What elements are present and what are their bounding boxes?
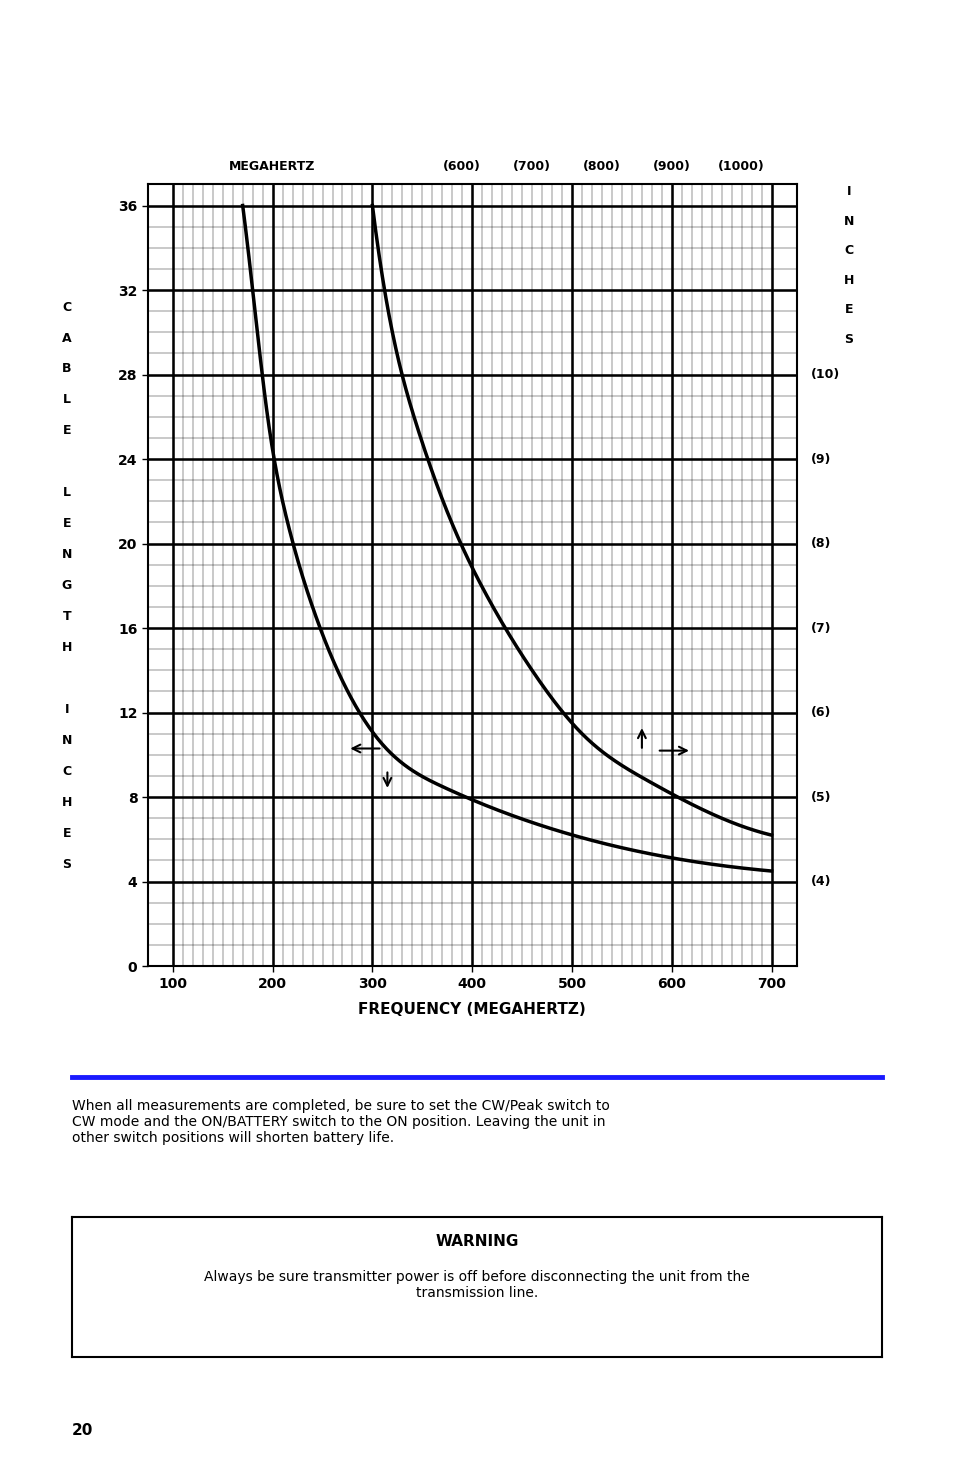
Text: N: N bbox=[62, 549, 71, 562]
Text: (900): (900) bbox=[652, 159, 690, 173]
Text: (7): (7) bbox=[810, 621, 830, 634]
Text: L: L bbox=[63, 394, 71, 407]
Text: S: S bbox=[843, 333, 853, 345]
Text: (8): (8) bbox=[810, 537, 830, 550]
Text: 20: 20 bbox=[71, 1423, 92, 1438]
X-axis label: FREQUENCY (MEGAHERTZ): FREQUENCY (MEGAHERTZ) bbox=[358, 1002, 585, 1016]
Text: G: G bbox=[62, 580, 71, 593]
Text: C: C bbox=[62, 766, 71, 779]
Text: H: H bbox=[843, 274, 853, 286]
Text: (5): (5) bbox=[810, 791, 830, 804]
Text: N: N bbox=[62, 735, 71, 748]
Text: C: C bbox=[843, 245, 853, 257]
Text: (1000): (1000) bbox=[718, 159, 764, 173]
Text: E: E bbox=[63, 518, 71, 531]
Text: (6): (6) bbox=[810, 707, 830, 720]
Text: (4): (4) bbox=[810, 875, 830, 888]
Text: L: L bbox=[63, 487, 71, 500]
Text: MEGAHERTZ: MEGAHERTZ bbox=[229, 159, 315, 173]
Text: (800): (800) bbox=[582, 159, 620, 173]
Text: (10): (10) bbox=[810, 369, 840, 381]
Text: B: B bbox=[62, 363, 71, 376]
Text: WARNING: WARNING bbox=[435, 1233, 518, 1249]
Text: H: H bbox=[62, 642, 71, 655]
Text: E: E bbox=[63, 827, 71, 841]
Text: (700): (700) bbox=[513, 159, 551, 173]
Text: (9): (9) bbox=[810, 453, 830, 466]
Text: S: S bbox=[62, 858, 71, 872]
Text: When all measurements are completed, be sure to set the CW/Peak switch to
CW mod: When all measurements are completed, be … bbox=[71, 1099, 609, 1145]
Text: N: N bbox=[843, 215, 853, 227]
Text: I: I bbox=[846, 186, 850, 198]
Text: E: E bbox=[63, 425, 71, 438]
Text: (600): (600) bbox=[443, 159, 480, 173]
Text: A: A bbox=[62, 332, 71, 345]
Text: C: C bbox=[62, 301, 71, 314]
Text: I: I bbox=[65, 704, 69, 717]
Text: E: E bbox=[844, 304, 852, 316]
Text: T: T bbox=[62, 611, 71, 624]
Text: H: H bbox=[62, 796, 71, 810]
Text: Always be sure transmitter power is off before disconnecting the unit from the
t: Always be sure transmitter power is off … bbox=[204, 1270, 749, 1301]
